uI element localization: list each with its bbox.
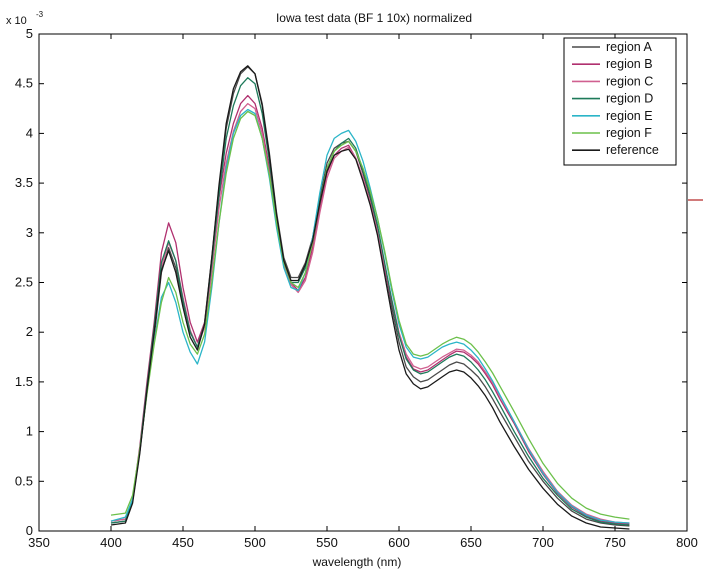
x-tick-label: 800	[676, 535, 698, 550]
y-tick-label: 1.5	[15, 374, 33, 389]
legend: region A region B region C region D region E…	[563, 37, 677, 166]
y-tick-label: 2	[26, 324, 33, 339]
legend-label: reference	[606, 143, 659, 157]
legend-label: region B	[606, 57, 653, 71]
legend-label: region D	[606, 92, 653, 106]
x-tick-label: 750	[604, 535, 626, 550]
legend-label: region A	[606, 40, 653, 54]
x-tick-label: 500	[244, 535, 266, 550]
x-tick-label: 700	[532, 535, 554, 550]
y-tick-label: 4	[26, 125, 33, 140]
x-tick-label: 600	[388, 535, 410, 550]
legend-box	[563, 37, 677, 166]
y-axis: 0 0.5 1 1.5 2 2.5 3 3.5 4 4.5 5	[15, 26, 687, 538]
y-multiplier-label: x 10 -3	[6, 10, 44, 27]
legend-label: region F	[606, 126, 652, 140]
series-line-reference	[110, 65, 630, 530]
y-tick-label: 3.5	[15, 175, 33, 190]
legend-label: region E	[606, 109, 653, 123]
series-line-region-F	[110, 110, 630, 520]
chart-title: Iowa test data (BF 1 10x) normalized	[276, 11, 472, 25]
y-tick-label: 3	[26, 225, 33, 240]
x-tick-label: 350	[28, 535, 50, 550]
y-tick-label: 0	[26, 523, 33, 538]
x-axis-label: wavelength (nm)	[312, 555, 402, 569]
series-line-region-B	[110, 94, 630, 525]
x-tick-label: 650	[460, 535, 482, 550]
y-tick-label: 1	[26, 424, 33, 439]
x-tick-label: 450	[172, 535, 194, 550]
x-tick-label: 550	[316, 535, 338, 550]
series-layer	[110, 65, 630, 530]
legend-label: region C	[606, 74, 653, 88]
series-line-region-E	[110, 108, 630, 524]
x-axis: 350 400 450 500 550 600 650 700 750 800	[28, 34, 698, 550]
y-multiplier-base: x 10	[6, 15, 27, 27]
y-tick-label: 5	[26, 26, 33, 41]
y-multiplier-exponent: -3	[36, 10, 44, 19]
x-tick-label: 400	[100, 535, 122, 550]
y-tick-label: 0.5	[15, 473, 33, 488]
series-line-region-D	[110, 77, 630, 526]
y-tick-label: 2.5	[15, 275, 33, 290]
y-tick-label: 4.5	[15, 76, 33, 91]
